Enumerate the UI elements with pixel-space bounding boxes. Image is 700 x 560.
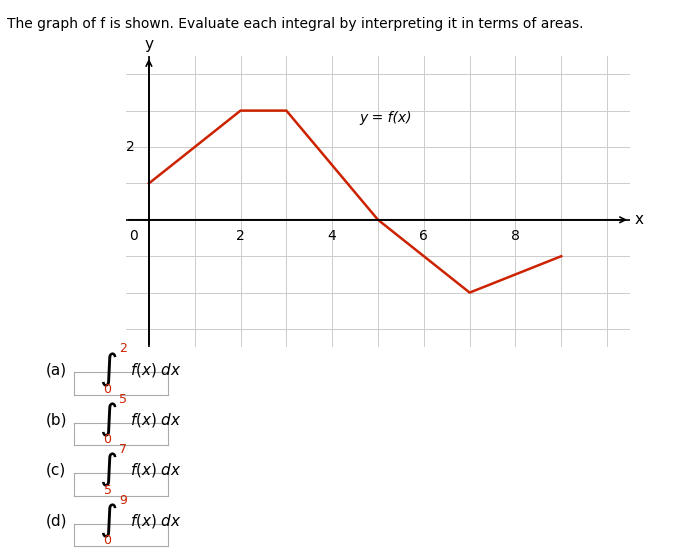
Text: 0: 0	[104, 433, 111, 446]
Text: $\int$: $\int$	[99, 351, 118, 389]
Text: y = f(x): y = f(x)	[360, 111, 412, 125]
Text: 6: 6	[419, 229, 428, 243]
Text: 2: 2	[236, 229, 245, 243]
Text: (d): (d)	[46, 514, 67, 528]
Text: 7: 7	[119, 443, 127, 456]
Text: 8: 8	[511, 229, 520, 243]
Text: $f(x)\;dx$: $f(x)\;dx$	[130, 361, 181, 379]
Text: $\int$: $\int$	[99, 451, 118, 489]
Text: $f(x)\;dx$: $f(x)\;dx$	[130, 461, 181, 479]
Text: The graph of f is shown. Evaluate each integral by interpreting it in terms of a: The graph of f is shown. Evaluate each i…	[7, 17, 584, 31]
Text: 2: 2	[119, 342, 127, 356]
Text: 0: 0	[104, 534, 111, 547]
Text: $f(x)\;dx$: $f(x)\;dx$	[130, 411, 181, 429]
Text: 5: 5	[119, 393, 127, 406]
Text: (b): (b)	[46, 413, 67, 427]
Text: 5: 5	[104, 483, 111, 497]
Text: y: y	[144, 38, 153, 53]
Text: (c): (c)	[46, 463, 66, 478]
Text: 2: 2	[127, 140, 135, 154]
Text: $\int$: $\int$	[99, 401, 118, 439]
Text: 9: 9	[119, 493, 127, 507]
Text: (a): (a)	[46, 362, 66, 377]
Text: x: x	[635, 212, 643, 227]
Text: 0: 0	[129, 229, 137, 243]
Text: $\int$: $\int$	[99, 502, 118, 540]
Text: $f(x)\;dx$: $f(x)\;dx$	[130, 512, 181, 530]
Text: 4: 4	[328, 229, 337, 243]
Text: 0: 0	[104, 382, 111, 396]
